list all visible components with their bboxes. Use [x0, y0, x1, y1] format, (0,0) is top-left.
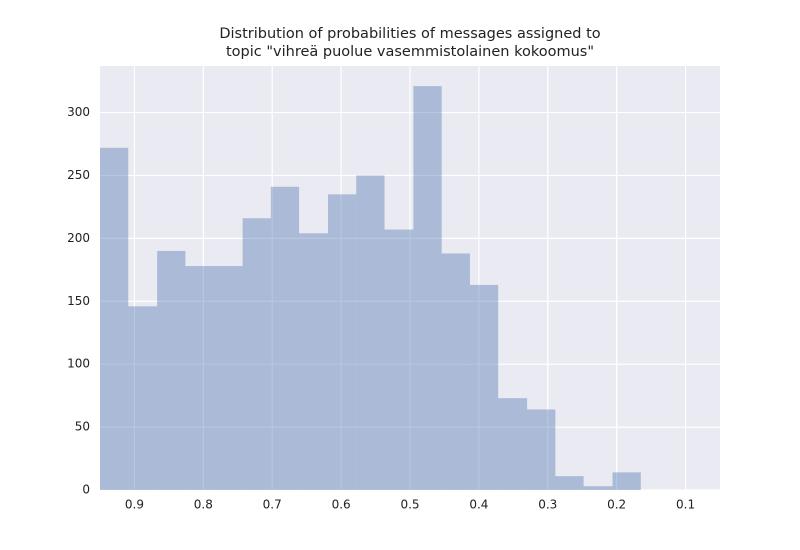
x-tick-label: 0.3 — [538, 498, 557, 512]
y-tick-label: 150 — [67, 294, 90, 308]
bar — [128, 306, 158, 490]
bar — [498, 398, 528, 490]
x-tick-label: 0.5 — [400, 498, 419, 512]
y-tick-label: 100 — [67, 357, 90, 371]
x-tick-label: 0.7 — [263, 498, 282, 512]
bar — [384, 229, 414, 490]
bar — [413, 86, 442, 491]
x-tick-label: 0.6 — [332, 498, 351, 512]
bar — [356, 175, 385, 490]
bar — [612, 472, 641, 490]
bar — [299, 233, 329, 490]
bar — [469, 284, 499, 490]
bar — [185, 266, 214, 490]
y-tick-label: 0 — [82, 483, 90, 497]
bar — [583, 486, 613, 490]
x-tick-label: 0.1 — [676, 498, 695, 512]
bar — [242, 218, 271, 490]
bar — [270, 186, 300, 490]
bar — [157, 250, 186, 490]
y-tick-label: 200 — [67, 231, 90, 245]
x-tick-label: 0.2 — [607, 498, 626, 512]
bar — [328, 194, 357, 491]
bar — [100, 147, 129, 491]
x-tick-label: 0.4 — [469, 498, 488, 512]
y-tick-label: 250 — [67, 168, 90, 182]
chart-title: topic "vihreä puolue vasemmistolainen ko… — [226, 44, 594, 60]
y-tick-label: 300 — [67, 105, 90, 119]
bar — [555, 476, 584, 490]
bar — [527, 409, 556, 490]
x-tick-label: 0.9 — [125, 498, 144, 512]
y-tick-label: 50 — [75, 420, 90, 434]
chart-title: Distribution of probabilities of message… — [219, 26, 600, 42]
bar — [213, 266, 243, 490]
x-tick-label: 0.8 — [194, 498, 213, 512]
bar — [441, 253, 470, 490]
